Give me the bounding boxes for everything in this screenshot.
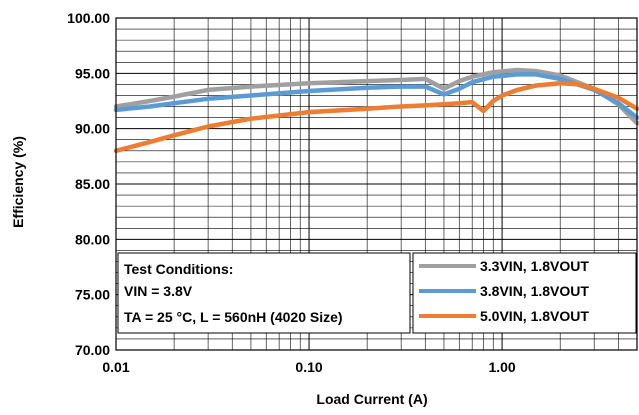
- y-tick-label: 85.00: [75, 176, 110, 192]
- y-tick-label: 75.00: [75, 287, 110, 303]
- test-conditions-box: Test Conditions: VIN = 3.8V TA = 25 °C, …: [117, 252, 411, 334]
- x-tick-label: 0.01: [102, 359, 129, 375]
- legend-label-3v3: 3.3VIN, 1.8VOUT: [480, 258, 589, 274]
- legend: 3.3VIN, 1.8VOUT 3.8VIN, 1.8VOUT 5.0VIN, …: [412, 252, 637, 334]
- legend-label-3v8: 3.8VIN, 1.8VOUT: [480, 283, 589, 299]
- test-conditions-line-2: VIN = 3.8V: [124, 283, 193, 299]
- y-tick-label: 80.00: [75, 231, 110, 247]
- test-conditions-line-3: TA = 25 °C, L = 560nH (4020 Size): [124, 309, 343, 325]
- legend-label-5v0: 5.0VIN, 1.8VOUT: [480, 308, 589, 324]
- y-tick-labels: 100.00 95.00 90.00 85.00 80.00 75.00 70.00: [67, 10, 110, 358]
- x-tick-labels: 0.01 0.10 1.00: [102, 359, 516, 375]
- x-axis-title: Load Current (A): [316, 391, 427, 407]
- test-conditions-line-1: Test Conditions:: [124, 261, 233, 277]
- x-tick-label: 0.10: [295, 359, 322, 375]
- y-tick-label: 90.00: [75, 121, 110, 137]
- y-tick-label: 95.00: [75, 65, 110, 81]
- series-layer: [113, 67, 639, 154]
- y-tick-label: 100.00: [67, 10, 110, 26]
- series-line-1: [113, 67, 639, 126]
- plot-border: [115, 17, 638, 351]
- x-tick-label: 1.00: [488, 359, 515, 375]
- y-tick-label: 70.00: [75, 342, 110, 358]
- y-axis-title: Efficiency (%): [10, 136, 26, 228]
- series-line-2: [113, 72, 639, 120]
- series-line-3: [113, 81, 639, 154]
- test-conditions-frame: [117, 252, 411, 334]
